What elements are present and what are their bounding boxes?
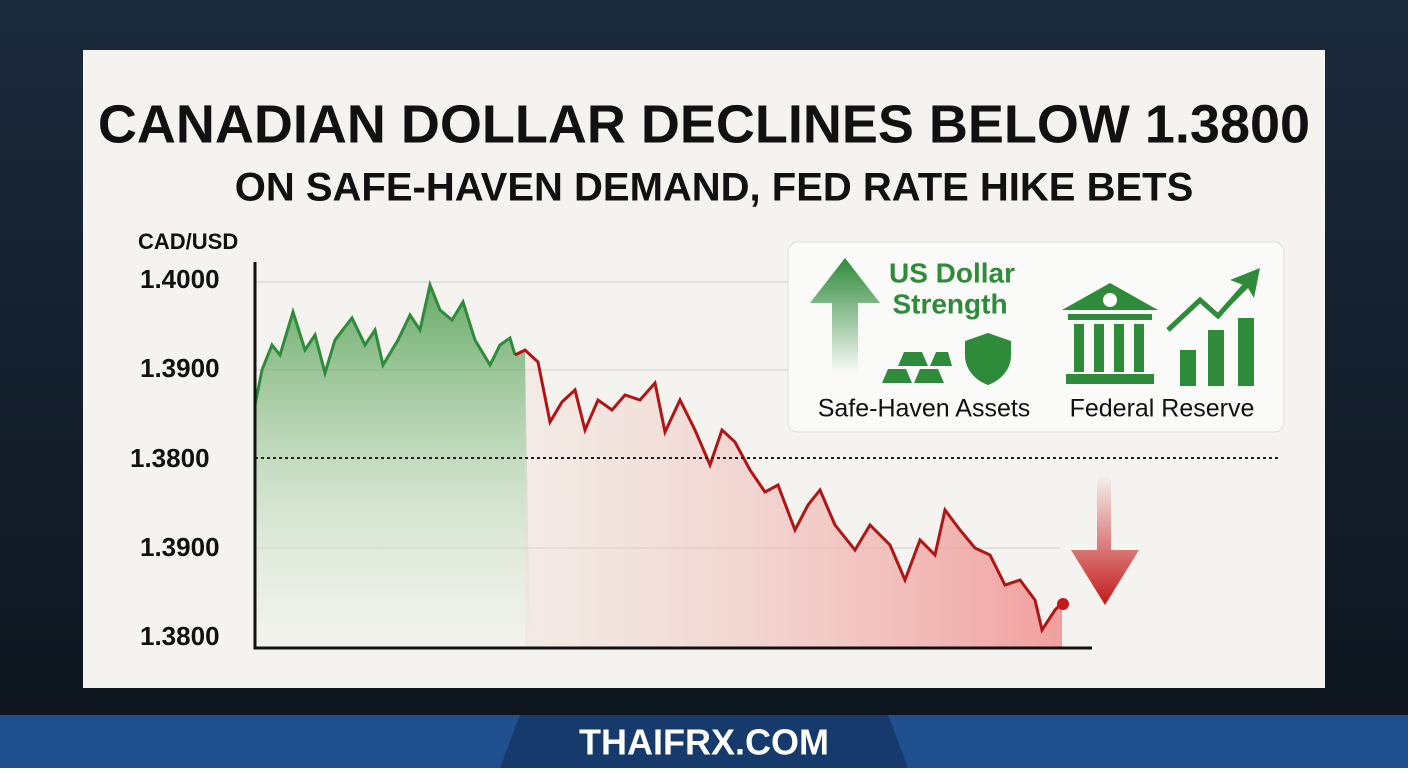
end-dot	[1057, 598, 1069, 610]
coin	[1103, 293, 1117, 307]
axis-label: 1.4000	[140, 264, 220, 294]
green-area	[255, 285, 530, 648]
gold-icon	[882, 352, 952, 383]
info-panel	[787, 241, 1285, 433]
panel-caption: Safe-Haven Assets	[818, 395, 1031, 423]
axis-label: 1.3800	[140, 621, 220, 651]
axis-label: 1.3800	[130, 443, 210, 473]
down-arrow	[1071, 475, 1139, 605]
axis-label: 1.3900	[140, 353, 220, 383]
panel-caption: Federal Reserve	[1070, 395, 1255, 423]
up-arrow	[810, 258, 880, 373]
green-line	[253, 279, 517, 406]
red-area	[525, 350, 1062, 648]
footer-site: THAIFRX.COM	[579, 722, 829, 763]
shield-icon	[965, 333, 1011, 385]
axis-title: CAD/USD	[138, 229, 238, 254]
red-line	[514, 348, 1064, 634]
subtitle: ON SAFE-HAVEN DEMAND, FED RATE HIKE BETS	[235, 166, 1194, 210]
axes	[253, 262, 1092, 650]
panel-headline: US Dollar	[889, 257, 1015, 288]
panel-headline: Strength	[892, 288, 1007, 319]
title: CANADIAN DOLLAR DECLINES BELOW 1.3800	[98, 94, 1310, 154]
trend-line	[1166, 280, 1250, 332]
axis-label: 1.3900	[140, 532, 220, 562]
footer-tab	[500, 715, 908, 768]
